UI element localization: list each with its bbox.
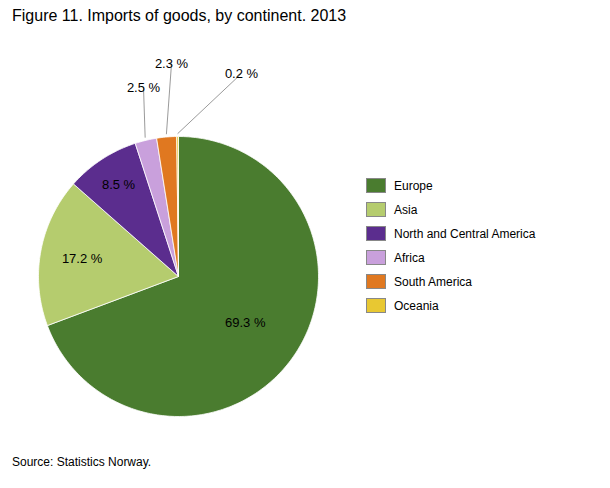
html-text:Africa: Africa xyxy=(394,250,425,265)
svg-text:17.2 %: 17.2 % xyxy=(62,251,103,266)
html-text:North and Central America: North and Central America xyxy=(394,226,536,241)
html-text:Source: Statistics Norway.: Source: Statistics Norway. xyxy=(12,455,152,469)
html-text:Oceania: Oceania xyxy=(394,298,439,313)
svg-text:0.2 %: 0.2 % xyxy=(225,66,259,81)
svg-text:69.3 %: 69.3 % xyxy=(225,315,266,330)
html-text:Asia: Asia xyxy=(394,202,418,217)
html-text:Europe: Europe xyxy=(394,178,433,193)
svg-text:2.5 %: 2.5 % xyxy=(127,80,161,95)
html-text:South America: South America xyxy=(394,274,472,289)
html-text:Figure 11. Imports of goods, b: Figure 11. Imports of goods, by continen… xyxy=(12,7,347,24)
svg-text:8.5 %: 8.5 % xyxy=(102,177,136,192)
svg-text:2.3 %: 2.3 % xyxy=(155,56,189,71)
